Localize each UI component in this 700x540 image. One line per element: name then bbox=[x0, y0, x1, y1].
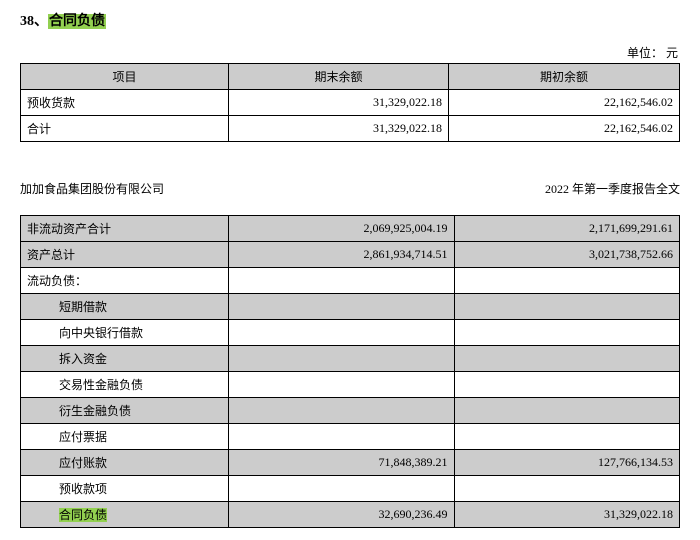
table-row: 应付票据 bbox=[21, 424, 680, 450]
report-period: 2022 年第一季度报告全文 bbox=[545, 180, 680, 197]
row-value-2 bbox=[454, 320, 680, 346]
section-number: 38、 bbox=[20, 14, 48, 29]
row-value-2 bbox=[454, 398, 680, 424]
table-row: 资产总计2,861,934,714.513,021,738,752.66 bbox=[21, 242, 680, 268]
row-value-1 bbox=[229, 346, 455, 372]
table-row: 预收款项 bbox=[21, 476, 680, 502]
table-row: 拆入资金 bbox=[21, 346, 680, 372]
section-title: 合同负债 bbox=[48, 14, 106, 29]
row-value-2 bbox=[454, 476, 680, 502]
table-row: 应付账款71,848,389.21127,766,134.53 bbox=[21, 450, 680, 476]
row-label: 短期借款 bbox=[21, 294, 229, 320]
contract-liabilities-table: 项目 期末余额 期初余额 预收货款 31,329,022.18 22,162,5… bbox=[20, 63, 680, 142]
row-value-1 bbox=[229, 398, 455, 424]
row-end: 31,329,022.18 bbox=[229, 90, 449, 116]
row-value-2: 2,171,699,291.61 bbox=[454, 216, 680, 242]
row-label: 向中央银行借款 bbox=[21, 320, 229, 346]
col-begin: 期初余额 bbox=[449, 64, 680, 90]
row-value-1 bbox=[229, 268, 455, 294]
row-value-1 bbox=[229, 372, 455, 398]
row-label: 资产总计 bbox=[21, 242, 229, 268]
table-header-row: 项目 期末余额 期初余额 bbox=[21, 64, 680, 90]
row-label: 交易性金融负债 bbox=[21, 372, 229, 398]
table-row: 合计 31,329,022.18 22,162,546.02 bbox=[21, 116, 680, 142]
table-row: 流动负债： bbox=[21, 268, 680, 294]
row-value-2: 31,329,022.18 bbox=[454, 502, 680, 528]
row-value-1 bbox=[229, 476, 455, 502]
row-begin: 22,162,546.02 bbox=[449, 90, 680, 116]
row-label: 流动负债： bbox=[21, 268, 229, 294]
row-value-1 bbox=[229, 294, 455, 320]
row-value-2: 3,021,738,752.66 bbox=[454, 242, 680, 268]
row-label: 预收款项 bbox=[21, 476, 229, 502]
table-row: 衍生金融负债 bbox=[21, 398, 680, 424]
table-row: 短期借款 bbox=[21, 294, 680, 320]
row-value-2 bbox=[454, 424, 680, 450]
row-value-2 bbox=[454, 268, 680, 294]
row-value-2 bbox=[454, 294, 680, 320]
col-end: 期末余额 bbox=[229, 64, 449, 90]
company-name: 加加食品集团股份有限公司 bbox=[20, 180, 164, 197]
row-value-1 bbox=[229, 424, 455, 450]
row-end: 31,329,022.18 bbox=[229, 116, 449, 142]
row-label: 衍生金融负债 bbox=[21, 398, 229, 424]
row-label: 预收货款 bbox=[21, 90, 229, 116]
row-value-1: 2,069,925,004.19 bbox=[229, 216, 455, 242]
table-row: 非流动资产合计2,069,925,004.192,171,699,291.61 bbox=[21, 216, 680, 242]
table-row: 交易性金融负债 bbox=[21, 372, 680, 398]
row-label: 应付票据 bbox=[21, 424, 229, 450]
col-item: 项目 bbox=[21, 64, 229, 90]
row-value-2 bbox=[454, 346, 680, 372]
row-value-1: 71,848,389.21 bbox=[229, 450, 455, 476]
row-begin: 22,162,546.02 bbox=[449, 116, 680, 142]
row-value-1: 2,861,934,714.51 bbox=[229, 242, 455, 268]
unit-label: 单位： 元 bbox=[20, 44, 680, 61]
table-row: 预收货款 31,329,022.18 22,162,546.02 bbox=[21, 90, 680, 116]
row-label: 拆入资金 bbox=[21, 346, 229, 372]
row-value-2: 127,766,134.53 bbox=[454, 450, 680, 476]
row-value-2 bbox=[454, 372, 680, 398]
row-label: 应付账款 bbox=[21, 450, 229, 476]
row-label: 合计 bbox=[21, 116, 229, 142]
balance-sheet-table: 非流动资产合计2,069,925,004.192,171,699,291.61资… bbox=[20, 215, 680, 528]
highlighted-label: 合同负债 bbox=[59, 508, 107, 522]
company-report-line: 加加食品集团股份有限公司 2022 年第一季度报告全文 bbox=[20, 180, 680, 197]
table-row: 合同负债 32,690,236.4931,329,022.18 bbox=[21, 502, 680, 528]
section-heading: 38、合同负债 bbox=[20, 10, 680, 30]
row-label: 非流动资产合计 bbox=[21, 216, 229, 242]
row-value-1 bbox=[229, 320, 455, 346]
table-row: 向中央银行借款 bbox=[21, 320, 680, 346]
row-value-1: 32,690,236.49 bbox=[229, 502, 455, 528]
row-label: 合同负债 bbox=[21, 502, 229, 528]
